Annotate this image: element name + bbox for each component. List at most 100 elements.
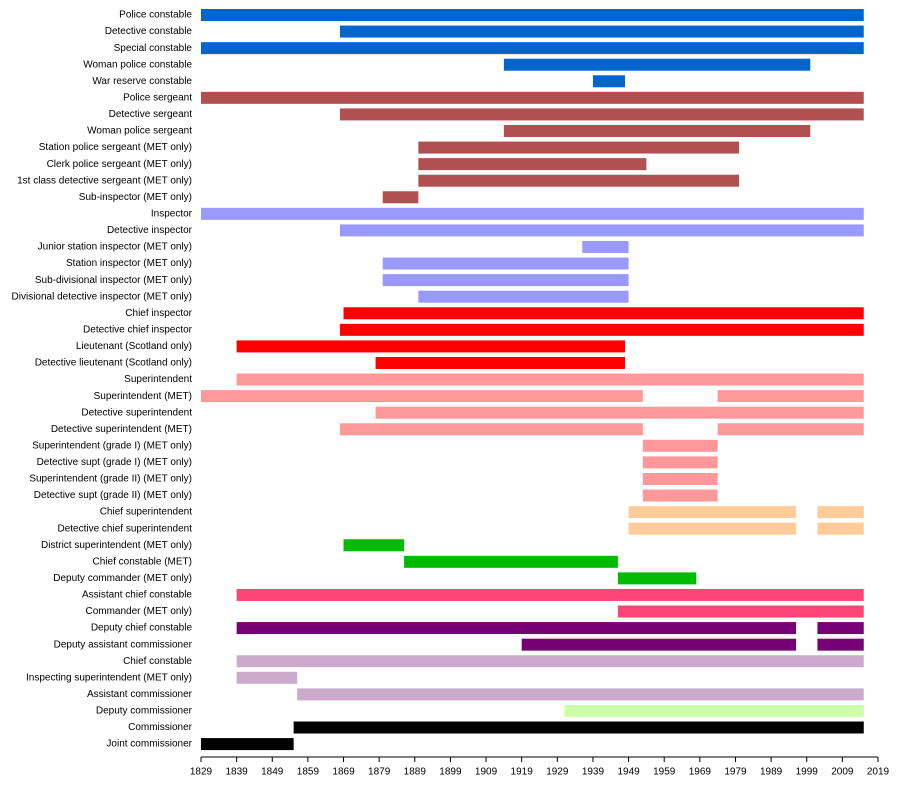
bar <box>617 572 697 585</box>
bar <box>642 456 718 469</box>
bar <box>201 9 864 21</box>
row-label: Detective inspector <box>107 225 193 236</box>
bar <box>236 655 864 668</box>
x-tick-label: 1899 <box>439 767 462 778</box>
row-label: Lieutenant (Scotland only) <box>76 341 192 352</box>
bar <box>343 307 864 320</box>
x-tick-label: 1909 <box>475 767 498 778</box>
row-label: Clerk police sergeant (MET only) <box>47 159 192 170</box>
row-label: Commander (MET only) <box>85 606 192 617</box>
x-tick-label: 1869 <box>332 767 355 778</box>
row-label: 1st class detective sergeant (MET only) <box>17 175 192 186</box>
row-label: Detective lieutenant (Scotland only) <box>35 358 192 369</box>
x-tick-label: 1979 <box>724 767 747 778</box>
bar <box>418 174 740 187</box>
x-tick-label: 1859 <box>297 767 320 778</box>
row-label: Detective chief inspector <box>83 324 193 335</box>
bar <box>339 423 643 436</box>
bar <box>236 588 864 601</box>
x-tick-label: 1989 <box>760 767 783 778</box>
row-label: Superintendent (grade II) (MET only) <box>29 474 192 485</box>
bar <box>717 390 864 403</box>
row-label: Police sergeant <box>123 92 192 103</box>
row-label: Chief superintendent <box>100 507 193 518</box>
bar <box>642 439 718 452</box>
x-tick-label: 2009 <box>831 767 854 778</box>
bar <box>201 207 864 220</box>
row-label: Deputy chief constable <box>91 623 193 634</box>
bar <box>503 124 811 137</box>
row-label: Deputy commander (MET only) <box>53 573 192 584</box>
x-tick-label: 1919 <box>511 767 534 778</box>
x-tick-label: 1969 <box>689 767 712 778</box>
bar <box>201 91 864 104</box>
x-tick-label: 1829 <box>190 767 213 778</box>
x-tick-label: 1999 <box>796 767 819 778</box>
row-label: Detective supt (grade I) (MET only) <box>37 457 192 468</box>
bar <box>817 506 864 519</box>
bar <box>382 191 419 204</box>
row-label: Deputy commissioner <box>96 706 193 717</box>
bar <box>592 75 626 88</box>
bar <box>375 406 864 419</box>
bar <box>236 340 626 353</box>
bar <box>582 240 629 253</box>
row-label: Station police sergeant (MET only) <box>39 142 192 153</box>
bar <box>628 522 797 535</box>
bar <box>817 522 864 535</box>
x-tick-label: 1929 <box>546 767 569 778</box>
row-label: Detective superintendent <box>81 407 192 418</box>
row-label: Detective sergeant <box>109 109 193 120</box>
row-label: Detective superintendent (MET) <box>51 424 192 435</box>
x-tick-label: 1939 <box>582 767 605 778</box>
row-label: Detective supt (grade II) (MET only) <box>34 490 192 501</box>
bar <box>297 688 864 701</box>
bar <box>642 472 718 485</box>
x-tick-label: 1889 <box>404 767 427 778</box>
bar <box>503 58 811 71</box>
row-label: Station inspector (MET only) <box>66 258 192 269</box>
bar <box>382 257 629 270</box>
row-label: Detective chief superintendent <box>57 523 192 534</box>
row-label: Superintendent <box>124 374 192 385</box>
row-label: Chief constable (MET) <box>93 556 192 567</box>
row-label: War reserve constable <box>92 76 192 87</box>
bar <box>418 290 629 303</box>
row-label: Assistant commissioner <box>87 689 193 700</box>
row-label: Superintendent (grade I) (MET only) <box>32 440 192 451</box>
bar <box>382 274 629 287</box>
bar <box>817 622 864 635</box>
bar <box>236 622 797 635</box>
bar <box>521 638 797 651</box>
row-label: Chief constable <box>123 656 192 667</box>
x-tick-label: 1949 <box>617 767 640 778</box>
x-tick-label: 1959 <box>653 767 676 778</box>
bar <box>717 423 864 436</box>
bar <box>617 605 864 618</box>
row-label: Inspecting superintendent (MET only) <box>26 672 192 683</box>
bar <box>404 555 618 568</box>
row-label: Woman police sergeant <box>87 126 192 137</box>
x-tick-label: 1839 <box>226 767 249 778</box>
bar <box>628 506 797 519</box>
row-label: Deputy assistant commissioner <box>54 639 193 650</box>
row-label: Special constable <box>114 43 193 54</box>
bar <box>564 704 864 717</box>
bar <box>339 108 864 121</box>
bar <box>339 323 864 336</box>
bar <box>293 721 864 734</box>
row-label: Superintendent (MET) <box>94 391 192 402</box>
bar <box>339 224 864 237</box>
row-label: Commissioner <box>128 722 193 733</box>
row-label: Divisional detective inspector (MET only… <box>12 291 192 302</box>
bar <box>201 42 864 55</box>
row-label: District superintendent (MET only) <box>41 540 192 551</box>
bar <box>642 489 718 502</box>
row-label: Sub-inspector (MET only) <box>79 192 192 203</box>
bar <box>201 738 294 751</box>
bar <box>339 25 864 38</box>
row-label: Police constable <box>119 10 192 21</box>
bar <box>418 158 647 171</box>
